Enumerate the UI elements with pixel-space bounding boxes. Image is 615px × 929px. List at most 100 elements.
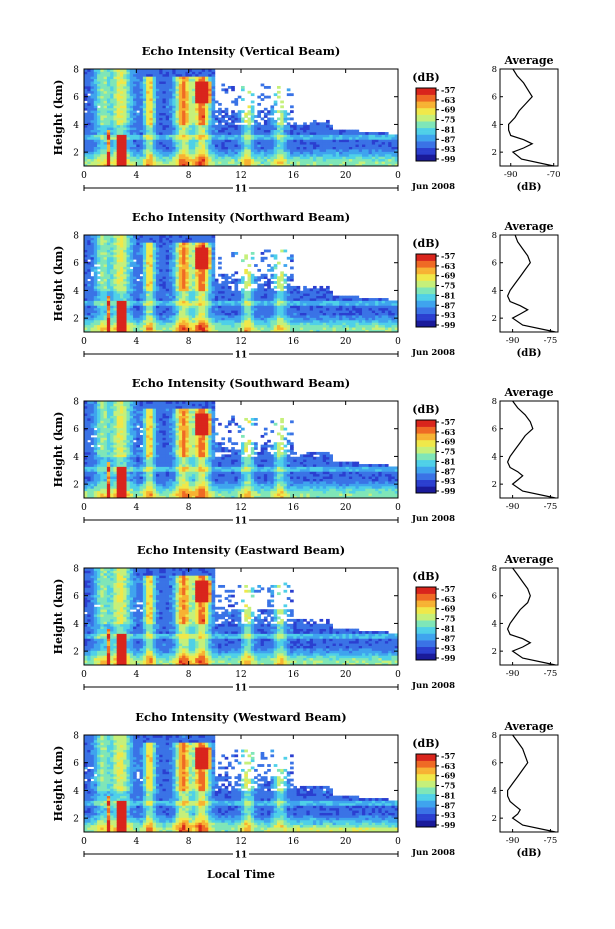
heatmap-cell <box>274 101 278 104</box>
heatmap-cell <box>110 93 114 96</box>
heatmap-cell <box>234 296 238 299</box>
heatmap-cell <box>382 134 386 137</box>
heatmap-cell <box>346 161 350 164</box>
heatmap-cell <box>264 122 268 125</box>
heatmap-cell <box>120 274 124 277</box>
heatmap-cell <box>110 149 114 152</box>
heatmap-cell <box>130 161 134 164</box>
heatmap-cell <box>136 88 140 91</box>
heatmap-cell <box>172 284 176 287</box>
heatmap-cell <box>221 161 225 164</box>
heatmap-cell <box>225 286 229 289</box>
heatmap-cell <box>94 250 98 253</box>
heatmap-cell <box>372 151 376 154</box>
heatmap-cell <box>163 84 167 87</box>
heatmap-cell <box>179 252 183 255</box>
heatmap-cell <box>179 305 183 308</box>
heatmap-cell <box>149 71 153 74</box>
heatmap-cell <box>117 108 121 111</box>
heatmap-cell <box>192 303 196 306</box>
heatmap-cell <box>365 139 369 142</box>
heatmap-cell <box>107 274 111 277</box>
heatmap-cell <box>287 298 291 301</box>
heatmap-cell <box>176 98 180 101</box>
heatmap-cell <box>195 317 199 320</box>
heatmap-cell <box>87 254 91 257</box>
heatmap-cell <box>362 147 366 150</box>
heatmap-cell <box>212 274 216 277</box>
heatmap-cell <box>149 254 153 257</box>
heatmap-cell <box>225 296 229 299</box>
heatmap-cell <box>355 132 359 135</box>
heatmap-cell <box>140 110 144 113</box>
heatmap-cell <box>198 161 202 164</box>
heatmap-cell <box>185 296 189 299</box>
heatmap-cell <box>133 125 137 128</box>
heatmap-cell <box>153 317 157 320</box>
heatmap-cell <box>104 317 108 320</box>
heatmap-cell <box>143 254 147 257</box>
heatmap-cell <box>176 269 180 272</box>
heatmap-cell <box>123 113 127 116</box>
heatmap-cell <box>195 257 199 260</box>
heatmap-cell <box>149 127 153 130</box>
heatmap-cell <box>166 317 170 320</box>
heatmap-cell <box>185 91 189 94</box>
heatmap-cell <box>113 254 117 257</box>
heatmap-cell <box>280 293 284 296</box>
heatmap-cell <box>149 159 153 162</box>
heatmap-cell <box>143 130 147 133</box>
heatmap-cell <box>117 269 121 272</box>
heatmap-cell <box>189 147 193 150</box>
heatmap-cell <box>254 296 258 299</box>
heatmap-cell <box>133 142 137 145</box>
heatmap-cell <box>352 142 356 145</box>
heatmap-cell <box>130 96 134 99</box>
heatmap-cell <box>339 147 343 150</box>
heatmap-cell <box>166 144 170 147</box>
heatmap-cell <box>169 247 173 250</box>
heatmap-cell <box>127 113 131 116</box>
heatmap-cell <box>280 147 284 150</box>
heatmap-cell <box>280 137 284 140</box>
heatmap-cell <box>146 279 150 282</box>
heatmap-cell <box>130 279 134 282</box>
heatmap-cell <box>87 310 91 313</box>
heatmap-cell <box>130 101 134 104</box>
heatmap-cell <box>218 120 222 123</box>
heatmap-cell <box>284 144 288 147</box>
heatmap-cell <box>198 242 202 245</box>
heatmap-cell <box>277 122 281 125</box>
heatmap-cell <box>117 240 121 243</box>
heatmap-cell <box>123 320 127 323</box>
heatmap-cell <box>136 327 140 330</box>
heatmap-cell <box>130 291 134 294</box>
heatmap-cell <box>375 147 379 150</box>
heatmap-cell <box>143 93 147 96</box>
heatmap-cell <box>185 156 189 159</box>
heatmap-cell <box>94 130 98 133</box>
heatmap-cell <box>323 151 327 154</box>
heatmap-cell <box>110 118 114 121</box>
heatmap-cell <box>270 320 274 323</box>
heatmap-cell <box>284 142 288 145</box>
heatmap-cell <box>110 269 114 272</box>
heatmap-cell <box>306 298 310 301</box>
heatmap-cell <box>320 127 324 130</box>
heatmap-cell <box>117 300 121 303</box>
heatmap-cell <box>100 96 104 99</box>
heatmap-cell <box>172 108 176 111</box>
heatmap-cell <box>303 147 307 150</box>
heatmap-cell <box>104 130 108 133</box>
heatmap-cell <box>120 71 124 74</box>
colorbar-swatch <box>416 121 436 125</box>
heatmap-cell <box>212 254 216 257</box>
heatmap-cell <box>274 303 278 306</box>
heatmap-cell <box>238 300 242 303</box>
heatmap-cell <box>205 108 209 111</box>
heatmap-cell <box>198 130 202 133</box>
heatmap-cell <box>172 271 176 274</box>
heatmap-cell <box>172 291 176 294</box>
heatmap-cell <box>146 240 150 243</box>
heatmap-cell <box>198 317 202 320</box>
